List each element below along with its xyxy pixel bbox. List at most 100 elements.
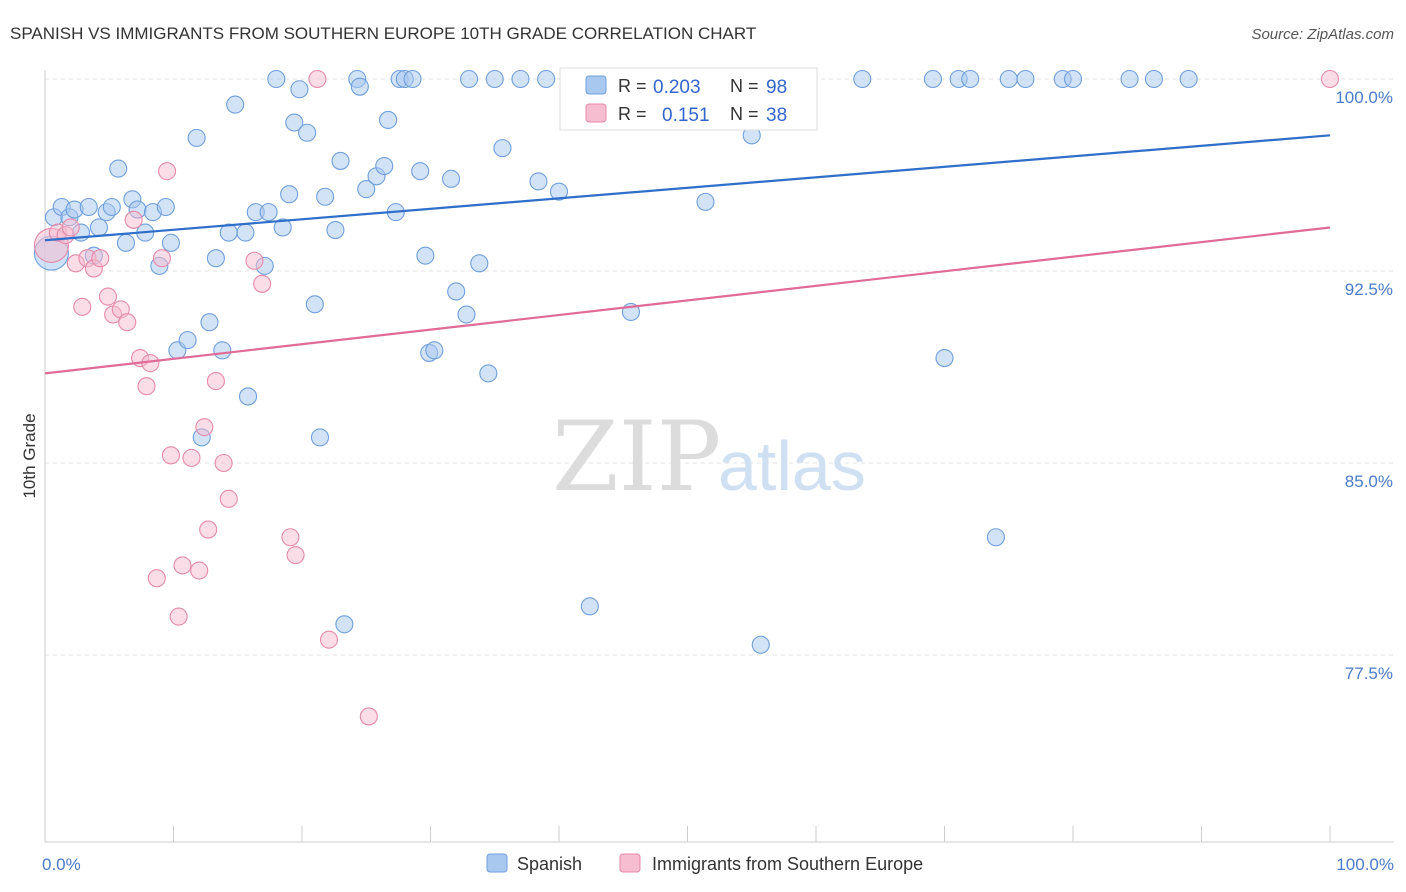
spanish-point-39 <box>298 123 317 142</box>
spanish-point-38 <box>290 80 309 99</box>
immigrants-point-5 <box>73 297 92 316</box>
immigrants-point-18 <box>152 249 171 268</box>
spanish-trend-line <box>44 134 1331 242</box>
spanish-point-6 <box>79 197 98 217</box>
spanish-point-42 <box>316 187 335 206</box>
spanish-point-92 <box>1016 69 1035 89</box>
chart-title: SPANISH VS IMMIGRANTS FROM SOUTHERN EURO… <box>10 24 756 43</box>
spanish-point-30 <box>238 387 258 406</box>
spanish-point-40 <box>305 295 324 314</box>
spanish-point-91 <box>999 69 1018 89</box>
spanish-point-26 <box>213 341 232 360</box>
y-axis-label: 10th Grade <box>20 413 39 498</box>
legend-swatch-immigrants <box>585 103 607 123</box>
immigrants-point-15 <box>137 377 156 396</box>
immigrants-point-3 <box>61 218 80 237</box>
spanish-point-12 <box>116 233 136 252</box>
legend-n-value-spanish: 98 <box>766 77 787 98</box>
spanish-point-11 <box>109 159 128 178</box>
immigrants-point-17 <box>147 569 166 588</box>
spanish-point-63 <box>459 69 479 89</box>
spanish-point-62 <box>457 305 476 324</box>
spanish-point-43 <box>326 220 345 240</box>
y-tick-label-0: 100.0% <box>1335 88 1393 107</box>
immigrants-point-21 <box>169 607 188 626</box>
immigrants-point-32 <box>281 528 300 547</box>
spanish-point-45 <box>335 615 354 634</box>
bottom-legend-label-immigrants: Immigrants from Southern Europe <box>652 854 923 874</box>
spanish-point-51 <box>379 110 398 130</box>
spanish-point-97 <box>1179 69 1198 89</box>
spanish-point-33 <box>259 203 278 222</box>
trend-lines <box>44 134 1331 375</box>
y-tick-label-1: 92.5% <box>1345 280 1393 299</box>
immigrants-point-27 <box>206 372 225 391</box>
spanish-point-8 <box>89 218 109 237</box>
bottom-legend: Spanish Immigrants from Southern Europe <box>486 853 923 874</box>
spanish-point-24 <box>200 313 219 332</box>
spanish-point-22 <box>187 128 206 147</box>
spanish-point-21 <box>178 331 197 350</box>
bottom-legend-swatch-immigrants <box>619 853 641 873</box>
spanish-point-89 <box>961 69 980 89</box>
legend-r-value-immigrants: 0.151 <box>662 105 710 126</box>
bottom-legend-swatch-spanish <box>486 853 508 873</box>
spanish-point-47 <box>350 77 369 96</box>
legend-swatch-spanish <box>585 75 607 95</box>
gridlines <box>45 78 1394 656</box>
spanish-point-94 <box>1063 69 1083 89</box>
spanish-point-67 <box>493 139 512 158</box>
x-tick-label-max: 100.0% <box>1336 855 1394 874</box>
spanish-point-61 <box>447 282 466 301</box>
y-tick-label-3: 77.5% <box>1345 664 1393 683</box>
watermark-atlas: atlas <box>718 427 866 505</box>
spanish-point-64 <box>470 254 489 273</box>
spanish-point-10 <box>102 197 121 217</box>
spanish-point-41 <box>310 428 330 447</box>
legend-r-label-immigrants: R = <box>618 104 647 124</box>
spanish-point-66 <box>485 69 504 89</box>
spanish-point-82 <box>751 635 770 654</box>
immigrants-trend-line <box>44 226 1331 375</box>
immigrants-point-23 <box>182 448 201 467</box>
spanish-point-50 <box>375 156 394 176</box>
spanish-point-74 <box>580 597 599 616</box>
immigrants-point-12 <box>118 313 137 332</box>
spanish-point-36 <box>280 185 299 204</box>
chart-source: Source: ZipAtlas.com <box>1251 26 1394 43</box>
watermark-zip: ZIP <box>552 401 721 513</box>
immigrants-point-25 <box>195 418 214 437</box>
spanish-point-19 <box>161 233 180 252</box>
spanish-point-87 <box>935 348 954 368</box>
legend-n-value-immigrants: 38 <box>766 105 787 126</box>
spanish-point-68 <box>511 69 530 89</box>
spanish-point-25 <box>206 249 225 268</box>
immigrants-point-22 <box>173 556 192 575</box>
spanish-point-44 <box>331 151 350 170</box>
immigrants-point-20 <box>161 446 180 465</box>
bottom-legend-label-spanish: Spanish <box>517 854 582 874</box>
immigrants-point-26 <box>199 520 218 539</box>
spanish-point-57 <box>416 246 435 265</box>
y-tick-labels: 100.0% 92.5% 85.0% 77.5% <box>1335 88 1393 683</box>
spanish-point-34 <box>267 69 286 89</box>
spanish-point-96 <box>1144 69 1164 89</box>
legend-n-label-immigrants: N = <box>730 104 759 124</box>
spanish-point-69 <box>529 172 548 191</box>
spanish-point-18 <box>156 197 175 217</box>
spanish-point-59 <box>425 341 444 360</box>
legend-box: R = 0.203 N = 98 R = 0.151 N = 38 <box>559 67 818 131</box>
spanish-point-37 <box>285 113 304 132</box>
spanish-point-28 <box>226 95 245 114</box>
immigrants-point-30 <box>245 251 264 270</box>
spanish-point-85 <box>853 69 872 89</box>
immigrants-point-8 <box>91 249 110 268</box>
spanish-point-56 <box>411 162 430 181</box>
x-axis-ticks <box>44 826 1331 842</box>
y-tick-label-2: 85.0% <box>1345 472 1393 491</box>
spanish-point-48 <box>357 180 376 199</box>
immigrants-point-37 <box>1320 69 1340 89</box>
immigrants-point-28 <box>214 453 233 473</box>
immigrants-point-33 <box>286 546 305 565</box>
